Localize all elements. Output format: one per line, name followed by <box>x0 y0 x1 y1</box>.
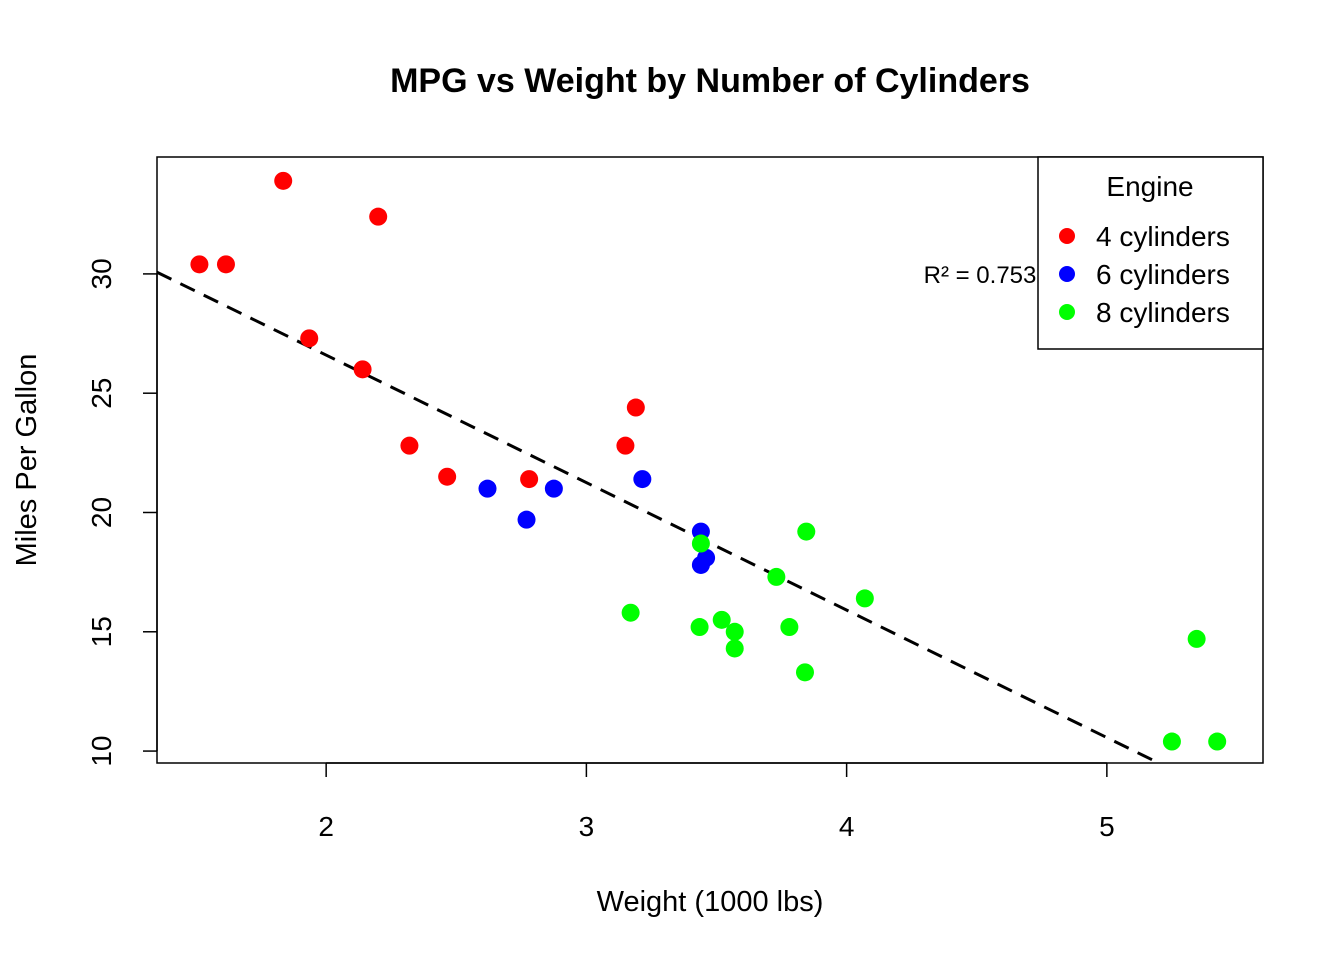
x-tick-label: 2 <box>318 811 334 842</box>
y-tick-label: 20 <box>86 497 117 528</box>
legend-items: 4 cylinders 6 cylinders 8 cylinders <box>1059 221 1230 328</box>
point-series-3 <box>1187 629 1206 648</box>
x-axis: 2 3 4 5 <box>318 762 1115 842</box>
x-tick-label: 4 <box>839 811 855 842</box>
point-series-1 <box>369 207 388 226</box>
point-series-1 <box>353 360 372 379</box>
y-tick-label: 25 <box>86 378 117 409</box>
regression-line <box>156 270 1160 765</box>
x-tick-label: 5 <box>1099 811 1115 842</box>
y-tick-label: 30 <box>86 258 117 289</box>
point-series-3 <box>725 639 744 658</box>
y-tick-label: 15 <box>86 616 117 647</box>
legend-title: Engine <box>1106 171 1193 202</box>
point-series-3 <box>795 663 814 682</box>
points-layer <box>190 171 1227 751</box>
legend-marker <box>1059 304 1075 320</box>
point-series-3 <box>690 618 709 637</box>
point-series-3 <box>1162 732 1181 751</box>
point-series-2 <box>517 510 536 529</box>
point-series-2 <box>478 479 497 498</box>
x-tick-label: 3 <box>579 811 595 842</box>
y-axis: 10 15 20 25 30 <box>86 258 158 767</box>
point-series-3 <box>780 618 799 637</box>
point-series-3 <box>621 603 640 622</box>
point-series-3 <box>767 567 786 586</box>
point-series-1 <box>438 467 457 486</box>
point-series-3 <box>712 610 731 629</box>
point-series-3 <box>855 589 874 608</box>
trendline-layer <box>156 270 1160 765</box>
point-series-1 <box>616 436 635 455</box>
legend-marker <box>1059 228 1075 244</box>
point-series-1 <box>626 398 645 417</box>
point-series-3 <box>1208 732 1227 751</box>
legend-label: 4 cylinders <box>1096 221 1230 252</box>
point-series-1 <box>190 255 209 274</box>
r-squared-annotation: R² = 0.753 <box>924 262 1037 289</box>
point-series-1 <box>274 171 293 190</box>
chart-title: MPG vs Weight by Number of Cylinders <box>390 62 1030 100</box>
point-series-1 <box>400 436 419 455</box>
x-axis-label: Weight (1000 lbs) <box>597 886 824 918</box>
legend-label: 6 cylinders <box>1096 259 1230 290</box>
point-series-1 <box>520 470 539 489</box>
point-series-2 <box>544 479 563 498</box>
legend-marker <box>1059 266 1075 282</box>
legend-label: 8 cylinders <box>1096 297 1230 328</box>
y-axis-label: Miles Per Gallon <box>11 354 43 567</box>
y-tick-label: 10 <box>86 735 117 766</box>
point-series-1 <box>300 329 319 348</box>
point-series-3 <box>691 534 710 553</box>
legend-box <box>1037 156 1264 350</box>
point-series-2 <box>633 470 652 489</box>
point-series-2 <box>691 555 710 574</box>
point-series-3 <box>797 522 816 541</box>
point-series-1 <box>216 255 235 274</box>
point-series-3 <box>725 622 744 641</box>
legend: Engine 4 cylinders 6 cylinders 8 cylinders <box>1037 156 1264 350</box>
